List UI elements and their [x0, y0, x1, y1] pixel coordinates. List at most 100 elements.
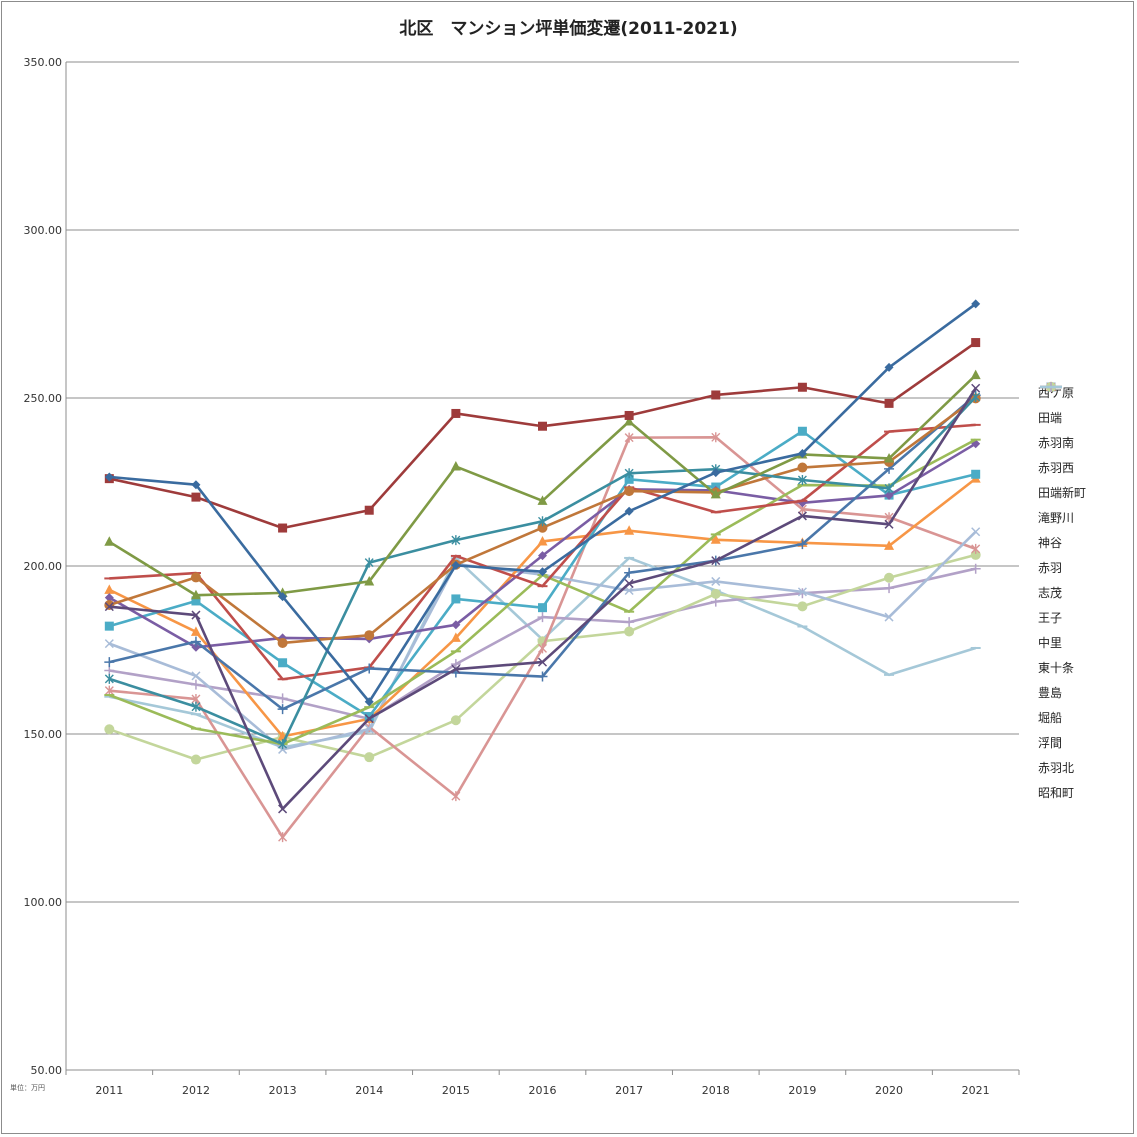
data-point — [451, 664, 461, 674]
data-point — [191, 480, 201, 490]
data-point — [104, 602, 114, 612]
data-point — [278, 804, 288, 814]
series-0 — [104, 299, 981, 707]
data-point — [104, 621, 114, 631]
data-point — [104, 584, 115, 594]
data-point — [624, 585, 634, 596]
legend-item: 赤羽北 — [1038, 382, 1086, 780]
legend-label: 志茂 — [1038, 586, 1063, 600]
unit-note: 単位：万円 — [10, 1084, 45, 1092]
data-point — [364, 724, 374, 734]
data-point — [104, 685, 114, 696]
y-tick-label: 150.00 — [24, 728, 63, 741]
series-group — [104, 299, 981, 843]
x-tick-label: 2012 — [182, 1084, 210, 1097]
legend-item: 昭和町 — [1038, 385, 1086, 805]
data-point — [624, 468, 634, 479]
data-point — [971, 383, 981, 393]
data-point — [797, 426, 807, 436]
data-point — [710, 534, 721, 544]
data-point — [710, 588, 721, 599]
data-point — [884, 540, 895, 550]
data-point — [104, 673, 114, 684]
data-point — [191, 492, 201, 502]
legend-label: 中里 — [1038, 636, 1063, 650]
y-tick-label: 50.00 — [31, 1064, 63, 1077]
data-point — [278, 658, 288, 668]
x-tick-label: 2020 — [875, 1084, 903, 1097]
legend-label: 昭和町 — [1038, 786, 1075, 800]
data-point — [624, 432, 634, 443]
series-2 — [104, 369, 981, 600]
data-point — [104, 665, 115, 676]
legend: 西ケ原 田端 赤羽南 赤羽西 田端新町 滝野川 神谷 赤羽 志茂 王子 中里 東十条 豊島 堀船 浮間 赤羽北… — [1038, 380, 1086, 805]
data-point — [971, 527, 981, 537]
data-point — [104, 593, 114, 603]
data-point — [884, 362, 894, 372]
data-point — [884, 490, 894, 500]
y-tick-label: 250.00 — [24, 392, 63, 405]
data-point — [711, 556, 721, 566]
data-point — [538, 643, 547, 654]
legend-item: 志茂 — [1038, 385, 1086, 605]
data-point — [538, 421, 547, 431]
data-point — [277, 693, 288, 704]
data-point — [104, 536, 115, 546]
data-point — [364, 712, 374, 722]
data-point — [104, 639, 114, 649]
data-point — [537, 612, 548, 623]
data-point — [797, 601, 808, 612]
legend-item: 赤羽西 — [1038, 382, 1086, 480]
series-5 — [104, 393, 981, 648]
legend-label: 赤羽南 — [1038, 436, 1075, 450]
x-tick-label: 2015 — [442, 1084, 470, 1097]
data-point — [191, 642, 201, 652]
data-point — [711, 432, 721, 443]
data-point — [364, 714, 374, 724]
y-tick-label: 100.00 — [24, 896, 63, 909]
legend-item: 赤羽 — [1038, 385, 1086, 580]
y-tick-label: 200.00 — [24, 560, 63, 573]
legend-label: 神谷 — [1038, 536, 1063, 550]
data-point — [711, 390, 721, 400]
data-point — [624, 617, 635, 628]
legend-label: 田端 — [1038, 411, 1063, 425]
data-point — [364, 697, 374, 707]
data-point — [104, 724, 115, 735]
data-point — [364, 557, 374, 568]
data-point — [711, 576, 721, 586]
data-point — [884, 583, 895, 594]
x-tick-label: 2018 — [702, 1084, 730, 1097]
data-point — [624, 506, 634, 516]
data-point — [971, 543, 981, 554]
data-point — [451, 560, 461, 570]
data-point — [797, 382, 807, 392]
data-point — [190, 572, 201, 583]
data-point — [191, 610, 201, 620]
legend-item: 中里 — [1038, 382, 1086, 655]
data-point — [538, 603, 547, 613]
grid — [66, 61, 1019, 903]
data-point — [537, 535, 548, 546]
data-point — [450, 715, 461, 726]
legend-label: 赤羽北 — [1038, 761, 1075, 775]
data-point — [624, 416, 635, 426]
data-point — [884, 483, 894, 494]
data-point — [624, 525, 635, 535]
data-point — [278, 592, 288, 602]
legend-label: 王子 — [1038, 611, 1063, 625]
x-tick-label: 2021 — [962, 1084, 990, 1097]
data-point — [191, 671, 201, 681]
legend-label: 豊島 — [1038, 686, 1063, 700]
data-point — [451, 791, 461, 802]
legend-item: 田端 — [1038, 382, 1086, 430]
data-point — [971, 469, 981, 479]
data-point — [451, 620, 461, 630]
data-point — [278, 739, 288, 750]
axes: 50.00 100.00 150.00 200.00 250.00 300.00 350.0… — [24, 56, 1020, 1097]
data-point — [278, 832, 288, 843]
data-point — [364, 752, 375, 763]
data-point — [451, 594, 461, 604]
data-point — [537, 657, 548, 667]
